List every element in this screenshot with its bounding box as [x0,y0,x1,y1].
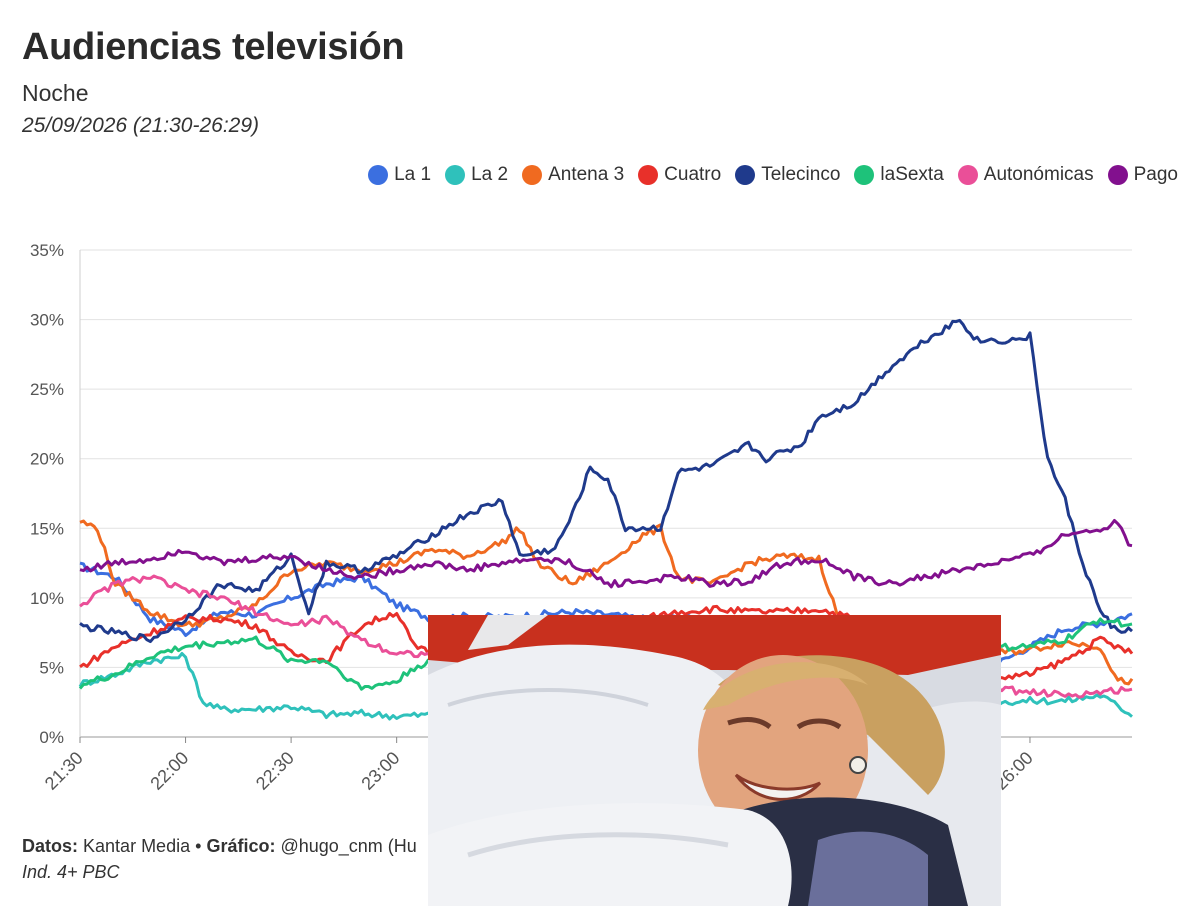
legend-swatch [522,165,543,185]
legend-swatch [1107,165,1128,185]
y-tick-label: 5% [39,658,64,677]
x-tick-label: 23:00 [357,748,403,794]
y-tick-label: 30% [30,311,64,330]
legend-item: Antena 3 [522,164,624,186]
blanket [428,803,792,906]
series-line [79,318,1133,644]
overlay-photo [428,615,1001,906]
legend-item: Pago [1107,164,1178,186]
chart-subtitle: Noche [22,80,89,106]
legend-item: Autonómicas [957,164,1094,186]
photo-illustration [428,615,1001,906]
pillow-left [428,644,750,848]
y-tick-label: 0% [39,728,64,747]
chart-date: 25/09/2026 (21:30-26:29) [22,114,260,137]
legend-label: La 1 [394,164,432,185]
earring [849,756,867,774]
legend-label: Pago [1133,164,1178,185]
x-tick-label: 22:30 [252,748,298,794]
legend-swatch [445,165,466,185]
legend-swatch [854,165,875,185]
legend-item: La 2 [445,164,508,186]
grafico-value: @hugo_cnm (Hu [280,836,417,856]
legend-swatch [735,165,756,185]
x-tick-label: 22:00 [146,748,192,794]
datos-label: Datos: [22,836,79,856]
legend-label: laSexta [880,164,944,185]
y-tick-label: 25% [30,380,64,399]
y-tick-label: 20% [30,450,64,469]
legend-swatch [368,165,389,185]
legend-swatch [638,165,659,185]
legend-label: Antena 3 [548,164,625,185]
footer-credits: Datos: Kantar Media • Gráfico: @hugo_cnm… [22,836,417,857]
y-tick-label: 10% [30,589,64,608]
grafico-label: Gráfico: [206,836,276,856]
legend-label: La 2 [471,164,509,185]
chart-legend: La 1 La 2 Antena 3 Cuatro Telecinco laSexta Au… [368,164,1178,186]
legend-swatch [957,165,978,185]
series-line [79,519,1133,589]
legend-label: Telecinco [761,164,841,185]
legend-item: Telecinco [735,164,840,186]
legend-item: laSexta [854,164,944,186]
y-tick-label: 15% [30,519,64,538]
chart-title: Audiencias televisión [22,26,405,68]
legend-item: La 1 [368,164,431,186]
y-tick-label: 35% [30,241,64,260]
x-tick-label: 21:30 [41,748,87,794]
legend-item: Cuatro [638,164,721,186]
footer-note: Ind. 4+ PBC [22,862,120,882]
footer-separator: • [195,836,202,856]
legend-label: Cuatro [664,164,722,185]
legend-label: Autonómicas [983,164,1094,185]
datos-value: Kantar Media [83,836,191,856]
